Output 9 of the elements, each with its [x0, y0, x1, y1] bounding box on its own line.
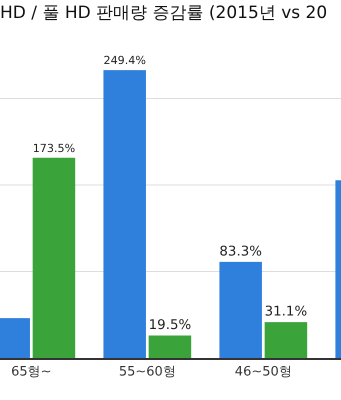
data-label: 173.5% — [32, 142, 76, 155]
chart-title: HD / 풀 HD 판매량 증감률 (2015년 vs 20 — [0, 2, 328, 23]
data-label: 31.1% — [264, 304, 308, 320]
data-label: 83.3% — [219, 244, 262, 260]
x-tick-label: 46~50형 — [234, 364, 292, 380]
data-label: 19.5% — [148, 318, 192, 333]
data-label: 249.4% — [103, 54, 146, 68]
x-tick-label: 65형~ — [11, 364, 52, 380]
x-tick-label: 55~60형 — [118, 364, 176, 380]
